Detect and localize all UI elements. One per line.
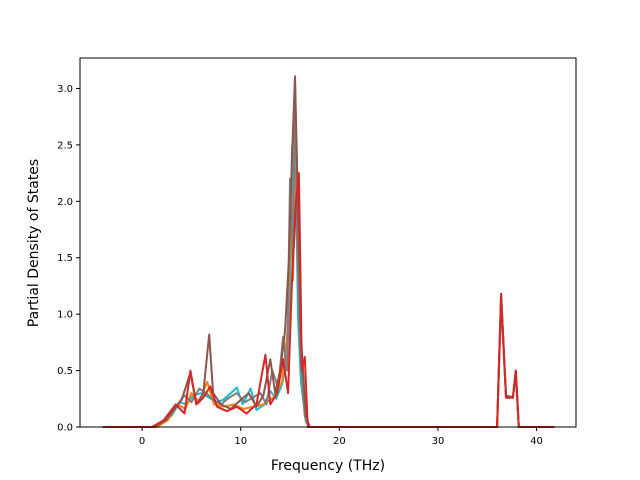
y-tick-label: 3.0 <box>57 84 73 95</box>
y-tick-label: 1.5 <box>57 253 73 264</box>
plot-frame <box>79 57 577 428</box>
y-tick-label: 0.5 <box>57 366 73 377</box>
y-tick-label: 2.0 <box>57 197 73 208</box>
y-axis: 0.0 0.5 1.0 1.5 2.0 2.5 3.0 <box>57 84 80 434</box>
y-tick-label: 2.5 <box>57 140 73 151</box>
series-line-5 <box>102 172 555 428</box>
y-tick-label: 1.0 <box>57 310 73 321</box>
y-axis-label: Partial Density of States <box>26 159 42 327</box>
y-tick-label: 0.0 <box>57 423 73 434</box>
series-layer <box>102 75 555 428</box>
x-tick-label: 0 <box>139 436 145 447</box>
x-tick-label: 10 <box>234 436 247 447</box>
x-axis-label: Frequency (THz) <box>271 458 385 474</box>
x-tick-label: 20 <box>333 436 346 447</box>
x-axis: 0 10 20 30 40 <box>139 427 543 447</box>
x-tick-label: 40 <box>530 436 543 447</box>
x-tick-label: 30 <box>432 436 445 447</box>
